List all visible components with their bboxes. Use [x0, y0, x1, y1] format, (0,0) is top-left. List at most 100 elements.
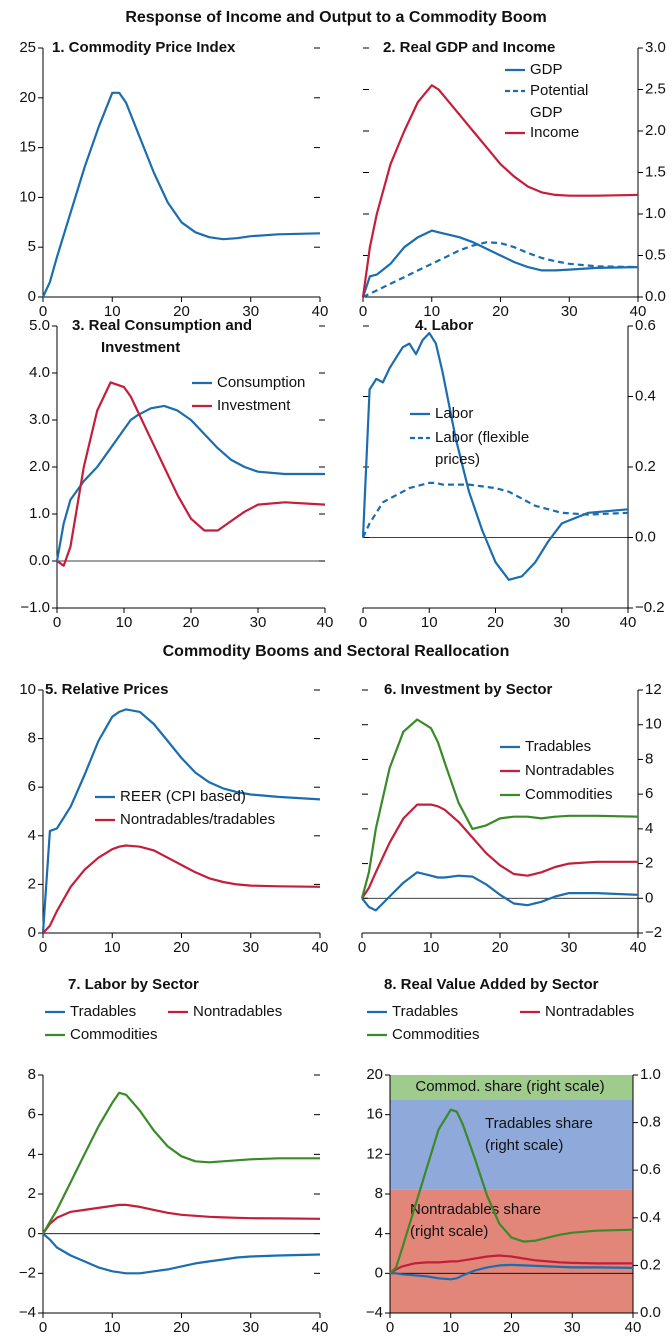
y-tick-label: 25 [19, 39, 36, 56]
legend-label: Tradables [70, 1003, 136, 1020]
x-tick-label: 20 [487, 614, 504, 631]
x-tick-label: 30 [250, 614, 267, 631]
x-tick-label: 0 [39, 939, 47, 956]
x-tick-label: 30 [564, 1319, 581, 1336]
data-line [42, 1203, 321, 1235]
data-line [361, 803, 638, 899]
x-tick-label: 0 [359, 614, 367, 631]
legend-label: Commodities [70, 1026, 158, 1043]
x-tick-label: 30 [242, 1319, 259, 1336]
legend-label: Labor (flexible prices) [435, 429, 529, 468]
y2-tick-label: 0 [645, 889, 653, 906]
y-tick-label: 3.0 [29, 411, 50, 428]
y2-tick-label: 0.5 [645, 246, 666, 263]
y-tick-label: 8 [375, 1185, 383, 1202]
y-tick-label: 2 [28, 1185, 36, 1202]
y-tick-label: 6 [28, 778, 36, 795]
panel-title: 7. Labor by Sector [68, 976, 199, 993]
share-area [390, 1100, 633, 1190]
data-line [362, 481, 629, 538]
legend-label: Commodities [525, 786, 613, 803]
y2-tick-label: 10 [645, 716, 662, 733]
legend-label: Labor [435, 405, 473, 422]
x-tick-label: 20 [492, 939, 509, 956]
y2-tick-label: 3.0 [645, 39, 666, 56]
x-tick-label: 40 [630, 939, 647, 956]
x-tick-label: 20 [173, 1319, 190, 1336]
x-tick-label: 0 [53, 614, 61, 631]
y-tick-label: 4 [375, 1225, 383, 1242]
x-tick-label: 40 [312, 303, 329, 320]
data-line [361, 332, 629, 581]
y2-tick-label: 0.6 [635, 317, 656, 334]
y-tick-label: 8 [28, 1066, 36, 1083]
x-tick-label: 10 [423, 939, 440, 956]
legend-label: Commodities [392, 1026, 480, 1043]
y-tick-label: 16 [366, 1106, 383, 1123]
y2-tick-label: 0.0 [645, 288, 666, 305]
legend-label: Nontradables [525, 762, 614, 779]
x-tick-label: 30 [561, 303, 578, 320]
y-tick-label: 6 [28, 1106, 36, 1123]
y-tick-label: 0 [375, 1264, 383, 1281]
y-tick-label: 0 [28, 1225, 36, 1242]
x-tick-label: 0 [359, 303, 367, 320]
x-tick-label: 20 [173, 303, 190, 320]
share-area [390, 1189, 633, 1313]
x-tick-label: 0 [39, 303, 47, 320]
y2-tick-label: 2 [645, 855, 653, 872]
x-tick-label: 40 [312, 939, 329, 956]
data-line [361, 84, 639, 298]
data-line [361, 229, 639, 298]
y-tick-label: 2.0 [29, 458, 50, 475]
y-tick-label: 12 [366, 1145, 383, 1162]
x-tick-label: 20 [183, 614, 200, 631]
area-label: Commod. share (right scale) [415, 1078, 604, 1095]
area-label: Nontradables share (right scale) [410, 1201, 541, 1240]
x-tick-label: 10 [423, 303, 440, 320]
legend-label: Potential GDP [530, 82, 588, 121]
y-tick-label: −1.0 [20, 599, 50, 616]
data-line [362, 241, 639, 298]
data-line [42, 1232, 321, 1275]
data-line [42, 844, 321, 934]
legend-label: Nontradables [545, 1003, 634, 1020]
y2-tick-label: 1.5 [645, 163, 666, 180]
y2-tick-label: 12 [645, 681, 662, 698]
x-tick-label: 10 [104, 303, 121, 320]
x-tick-label: 40 [625, 1319, 642, 1336]
y2-tick-label: 0.6 [640, 1161, 661, 1178]
area-label: Tradables share (right scale) [485, 1115, 593, 1154]
y2-tick-label: 8 [645, 750, 653, 767]
x-tick-label: 10 [116, 614, 133, 631]
data-line [360, 718, 639, 899]
panel-title: 3. Real Consumption and Investment [72, 317, 252, 356]
panel-title: 4. Labor [415, 317, 474, 334]
legend-label: Tradables [525, 738, 591, 755]
y-tick-label: 2 [28, 875, 36, 892]
y-tick-label: −4 [366, 1304, 383, 1321]
y-tick-label: 4 [28, 1145, 36, 1162]
section-title: Commodity Booms and Sectoral Reallocatio… [163, 643, 510, 660]
x-tick-label: 40 [312, 1319, 329, 1336]
y2-tick-label: 0.8 [640, 1114, 661, 1131]
legend-label: GDP [530, 61, 563, 78]
panel-title: 1. Commodity Price Index [52, 39, 236, 56]
y2-tick-label: −0.2 [635, 599, 665, 616]
y-tick-label: 20 [19, 89, 36, 106]
y-tick-label: 5.0 [29, 317, 50, 334]
x-tick-label: 30 [553, 614, 570, 631]
y2-tick-label: 2.5 [645, 80, 666, 97]
data-line [389, 1254, 633, 1275]
x-tick-label: 10 [442, 1319, 459, 1336]
y2-tick-label: 0.0 [640, 1304, 661, 1321]
section-title: Response of Income and Output to a Commo… [125, 9, 546, 26]
x-tick-label: 30 [561, 939, 578, 956]
y2-tick-label: 4 [645, 820, 653, 837]
x-tick-label: 20 [173, 939, 190, 956]
data-line [42, 1091, 320, 1235]
y-tick-label: 20 [366, 1066, 383, 1083]
panel-title: 2. Real GDP and Income [383, 39, 555, 56]
x-tick-label: 20 [503, 1319, 520, 1336]
legend-label: Income [530, 124, 579, 141]
